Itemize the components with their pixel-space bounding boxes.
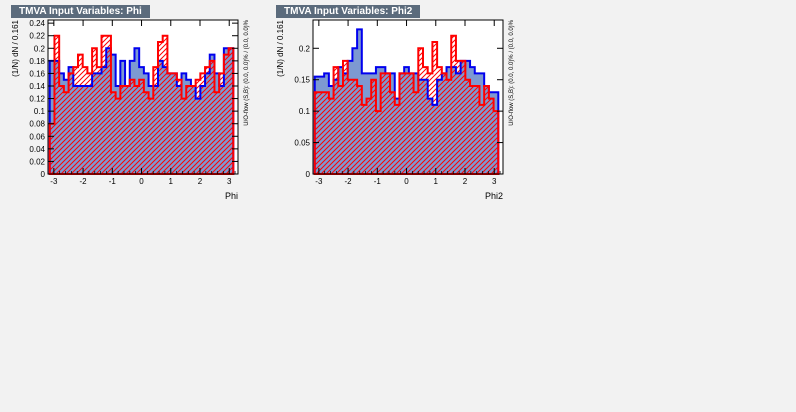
- background-line: [313, 34, 500, 175]
- plot-frame: [47, 19, 239, 175]
- x-tick-label: -1: [109, 177, 117, 186]
- background-line: [48, 34, 235, 175]
- y-tick-label: 0.15: [294, 76, 310, 85]
- x-tick-label: 2: [463, 177, 468, 186]
- x-axis-title: Phi: [225, 191, 238, 201]
- y-tick-label: 0.12: [29, 95, 45, 104]
- x-tick-label: -3: [50, 177, 58, 186]
- y-tick-label: 0.06: [29, 132, 45, 141]
- x-axis-title: Phi2: [485, 191, 503, 201]
- y-tick-label: 0.2: [34, 44, 46, 53]
- phi-histogram: -3 -2 -1 0 1 2 3 0 0.02 0.04 0.06 0.08 0.1 0.12 0.14 0.…: [11, 19, 250, 201]
- y-tick-label: 0.24: [29, 19, 45, 28]
- y-tick-label: 0.22: [29, 32, 45, 41]
- y-tick-label: 0.08: [29, 120, 45, 129]
- y-tick-label: 0: [41, 170, 46, 179]
- y-tick-label: 0.1: [299, 107, 311, 116]
- y-tick-label: 0.14: [29, 82, 45, 91]
- panel2-title: TMVA Input Variables: Phi2: [276, 5, 421, 18]
- y-tick-label: 0.18: [29, 57, 45, 66]
- x-tick-label: -1: [374, 177, 382, 186]
- x-tick-label: -2: [80, 177, 88, 186]
- x-tick-label: -3: [315, 177, 323, 186]
- background-hatch: [49, 35, 234, 174]
- y-tick-label: 0.1: [34, 107, 46, 116]
- x-tick-label: 0: [139, 177, 144, 186]
- background-hatch: [314, 35, 499, 174]
- y-axis-title: (1/N) dN / 0.161: [11, 19, 20, 76]
- overflow-label: U/O-flow (S,B): (0.0, 0.0)% / (0.0, 0.0)…: [244, 19, 250, 125]
- y-tick-label: 0.2: [299, 44, 311, 53]
- y-tick-label: 0.16: [29, 69, 45, 78]
- y-tick-label: 0.05: [294, 139, 310, 148]
- x-tick-label: 1: [169, 177, 174, 186]
- y-tick-label: 0.04: [29, 145, 45, 154]
- y-tick-label: 0.02: [29, 157, 45, 166]
- y-axis-title: (1/N) dN / 0.161: [276, 19, 285, 76]
- y-tick-label: 0: [306, 170, 311, 179]
- x-tick-label: 1: [434, 177, 439, 186]
- plot-frame: [312, 19, 504, 175]
- x-tick-label: 3: [492, 177, 497, 186]
- x-tick-label: 2: [198, 177, 203, 186]
- x-tick-label: 0: [404, 177, 409, 186]
- overflow-label: U/O-flow (S,B): (0.0, 0.0)% / (0.0, 0.0)…: [509, 19, 515, 125]
- x-tick-label: 3: [227, 177, 232, 186]
- x-tick-label: -2: [345, 177, 353, 186]
- panel1-title: TMVA Input Variables: Phi: [11, 5, 150, 18]
- phi2-histogram: -3 -2 -1 0 1 2 3 0 0.05 0.1 0.15 0.2 Phi2 (1/N) dN / …: [276, 19, 515, 201]
